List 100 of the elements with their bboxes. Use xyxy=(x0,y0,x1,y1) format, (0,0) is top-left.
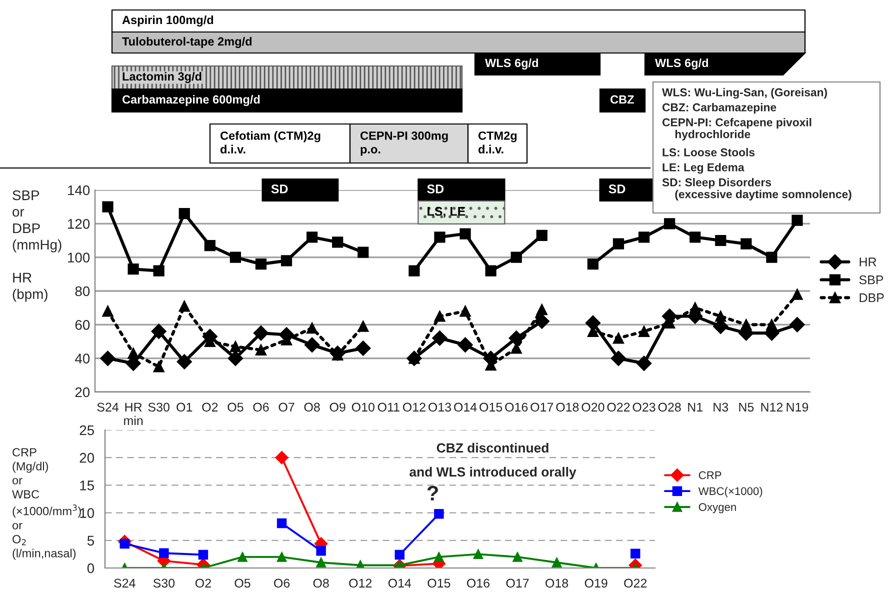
point xyxy=(664,218,676,230)
legend-label: CRP xyxy=(698,471,722,480)
x-tick-label: O8 xyxy=(313,578,329,588)
text: CBZ xyxy=(610,95,634,104)
x-tick-label: N1 xyxy=(688,402,702,412)
x-tick-label: O16 xyxy=(466,578,490,588)
text: CBZ: Carbamazepine xyxy=(662,103,776,114)
point xyxy=(630,548,640,559)
y-tick-label: 100 xyxy=(68,252,90,263)
text: CRP (Mg/dl) or WBC (×1000/mm$^{3}$) or O$_{2}$ (l/min,nasal) xyxy=(12,448,81,560)
y-tick-label: 120 xyxy=(68,219,90,229)
point xyxy=(766,319,778,330)
legend-label: Oxygen xyxy=(698,503,736,514)
text: LS: Loose Stools xyxy=(662,148,755,156)
x-tick-label: O2 xyxy=(195,578,211,588)
point xyxy=(100,350,116,366)
text: Aspirin 100mg/d xyxy=(122,15,214,27)
text: CEPN-PI 300mg p.o. xyxy=(360,131,448,156)
point xyxy=(102,201,114,212)
legend-label: SBP xyxy=(859,275,884,284)
point xyxy=(715,310,726,322)
annotation: ? xyxy=(427,486,438,500)
point xyxy=(434,552,444,562)
x-tick-label: O2 xyxy=(202,402,218,412)
y-tick-label: 40 xyxy=(75,354,90,364)
point xyxy=(228,350,244,366)
point xyxy=(612,332,624,344)
point xyxy=(253,326,269,341)
x-tick-label: O15 xyxy=(480,402,502,412)
point xyxy=(790,317,805,332)
annotation: SD xyxy=(608,184,626,194)
y-tick-label: 80 xyxy=(75,286,90,296)
annotation: LS, LE xyxy=(428,206,466,218)
point xyxy=(432,330,448,346)
x-tick-label: O14 xyxy=(454,402,477,412)
x-tick-label: O19 xyxy=(584,578,608,588)
point xyxy=(638,232,650,243)
point xyxy=(536,230,548,242)
point xyxy=(159,548,169,558)
x-tick-label: O15 xyxy=(428,578,450,588)
text: LE: Leg Edema xyxy=(662,163,744,174)
point xyxy=(230,252,241,263)
x-tick-label: O12 xyxy=(349,578,372,588)
point xyxy=(740,319,752,330)
point xyxy=(275,451,288,464)
point xyxy=(690,302,701,314)
x-tick-label: O5 xyxy=(234,578,250,588)
point xyxy=(102,306,114,317)
point xyxy=(612,238,624,250)
point xyxy=(460,228,471,240)
text: Carbamazepine 600mg/d xyxy=(122,94,260,106)
text: WLS 6g/d xyxy=(655,58,708,70)
x-tick-label: O18 xyxy=(546,578,568,588)
x-tick-label: O13 xyxy=(428,402,451,412)
x-tick-label: O6 xyxy=(274,578,290,588)
point xyxy=(276,552,287,562)
text: CEPN-PI: Cefcapene pivoxil hydrochloride xyxy=(662,118,812,140)
text: SBP or DBP (mmHg) HR (bpm) xyxy=(12,190,62,302)
point xyxy=(198,550,208,560)
x-tick-label: N3 xyxy=(714,402,728,412)
point xyxy=(394,550,405,560)
x-tick-label: O8 xyxy=(304,402,320,412)
point xyxy=(255,258,267,270)
point xyxy=(638,326,650,337)
annotation: SD: Sleep Disorders (excessive daytime somnolence) xyxy=(662,178,852,200)
point xyxy=(178,208,190,220)
x-tick-label: O17 xyxy=(530,402,554,412)
point xyxy=(792,214,803,226)
point xyxy=(740,238,752,250)
point xyxy=(715,234,726,246)
point xyxy=(587,258,598,270)
text: Lactomin 3g/d xyxy=(122,72,202,84)
y-tick-label: 5 xyxy=(87,536,94,546)
annotation: CBZ discontinued xyxy=(436,442,548,453)
x-tick-label: O23 xyxy=(632,402,656,412)
x-tick-label: O11 xyxy=(378,402,400,412)
x-tick-label: O22 xyxy=(607,402,630,412)
point xyxy=(306,232,318,243)
x-tick-label: O22 xyxy=(624,578,647,588)
point xyxy=(690,232,701,243)
x-tick-label: O18 xyxy=(556,402,579,412)
x-tick-label: O20 xyxy=(582,402,604,412)
x-tick-label: O9 xyxy=(330,402,346,412)
point xyxy=(552,558,562,568)
point xyxy=(255,344,267,356)
text: CTM2g d.i.v. xyxy=(478,131,517,154)
point xyxy=(151,324,166,339)
point xyxy=(512,552,522,562)
y-tick-label: 15 xyxy=(80,480,94,490)
point xyxy=(510,252,522,263)
y-tick-label: 20 xyxy=(80,452,94,463)
point xyxy=(332,236,344,248)
x-tick-label: S30 xyxy=(148,402,170,412)
point xyxy=(408,265,420,276)
point xyxy=(153,361,164,372)
text: WLS: Wu-Ling-San, (Goreisan) xyxy=(662,88,827,99)
point xyxy=(230,340,241,352)
x-tick-label: N19 xyxy=(786,402,808,412)
point xyxy=(316,546,326,556)
x-tick-label: O16 xyxy=(505,402,528,412)
